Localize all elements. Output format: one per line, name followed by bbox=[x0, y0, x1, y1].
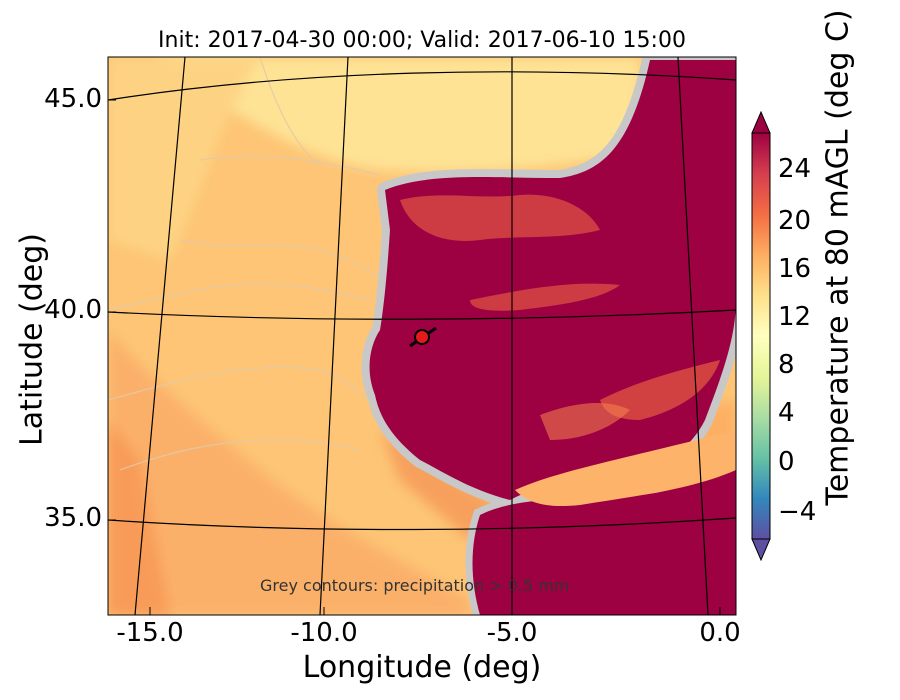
tick-marks bbox=[108, 99, 721, 615]
alboran-sea bbox=[515, 430, 736, 507]
colorbar-tick-label: 16 bbox=[778, 254, 812, 284]
colorbar-tick-label: 4 bbox=[778, 398, 795, 428]
colorbar-tick-label: 8 bbox=[778, 350, 795, 380]
x-axis-label: Longitude (deg) bbox=[302, 650, 542, 685]
ocean-cool-bay-of-biscay bbox=[150, 57, 640, 172]
colorbar-extend-min bbox=[751, 538, 771, 562]
central-system-mountains bbox=[470, 283, 620, 311]
xtick-label: 0.0 bbox=[699, 618, 741, 648]
xtick-label: -5.0 bbox=[486, 618, 538, 648]
map-frame bbox=[107, 56, 737, 616]
xtick-label: -10.0 bbox=[290, 618, 358, 648]
colorbar-label: Temperature at 80 mAGL (deg C) bbox=[820, 9, 856, 506]
graticule bbox=[108, 57, 736, 615]
meridian-minus10 bbox=[319, 57, 349, 615]
colorbar-tick-label: 20 bbox=[778, 206, 812, 236]
meridian-0 bbox=[677, 57, 709, 615]
ytick-label: 45.0 bbox=[44, 84, 102, 114]
parallel-45 bbox=[108, 71, 736, 101]
colorbar-ramp bbox=[751, 132, 771, 540]
sierra-nevada bbox=[540, 403, 630, 440]
map-area bbox=[108, 57, 736, 615]
precip-note: Grey contours: precipitation > 0.5 mm bbox=[260, 576, 570, 595]
ytick-label: 35.0 bbox=[44, 503, 102, 533]
colorbar-extend-max bbox=[751, 110, 771, 134]
ocean-cool-northwest bbox=[108, 57, 260, 260]
ocean-contours bbox=[108, 57, 381, 471]
colorbar-tick-label: 12 bbox=[778, 302, 812, 332]
colorbar-tick-label: −4 bbox=[778, 497, 817, 527]
colorbar-tick-label: 24 bbox=[778, 154, 812, 184]
parallel-35 bbox=[108, 517, 736, 531]
parallel-40 bbox=[108, 309, 736, 320]
station-marker bbox=[414, 329, 430, 345]
ocean-warm-band-southwest bbox=[108, 330, 470, 615]
betic-mountains bbox=[600, 360, 720, 420]
y-axis-label: Latitude (deg) bbox=[14, 233, 50, 446]
map-title: Init: 2017-04-30 00:00; Valid: 2017-06-1… bbox=[158, 28, 686, 53]
cantabrian-mountains bbox=[400, 194, 600, 241]
xtick-label: -15.0 bbox=[116, 618, 184, 648]
ytick-label: 40.0 bbox=[44, 295, 102, 325]
colorbar bbox=[751, 110, 771, 562]
colorbar-tick-label: 0 bbox=[778, 447, 795, 477]
meridian-minus15 bbox=[134, 57, 186, 615]
